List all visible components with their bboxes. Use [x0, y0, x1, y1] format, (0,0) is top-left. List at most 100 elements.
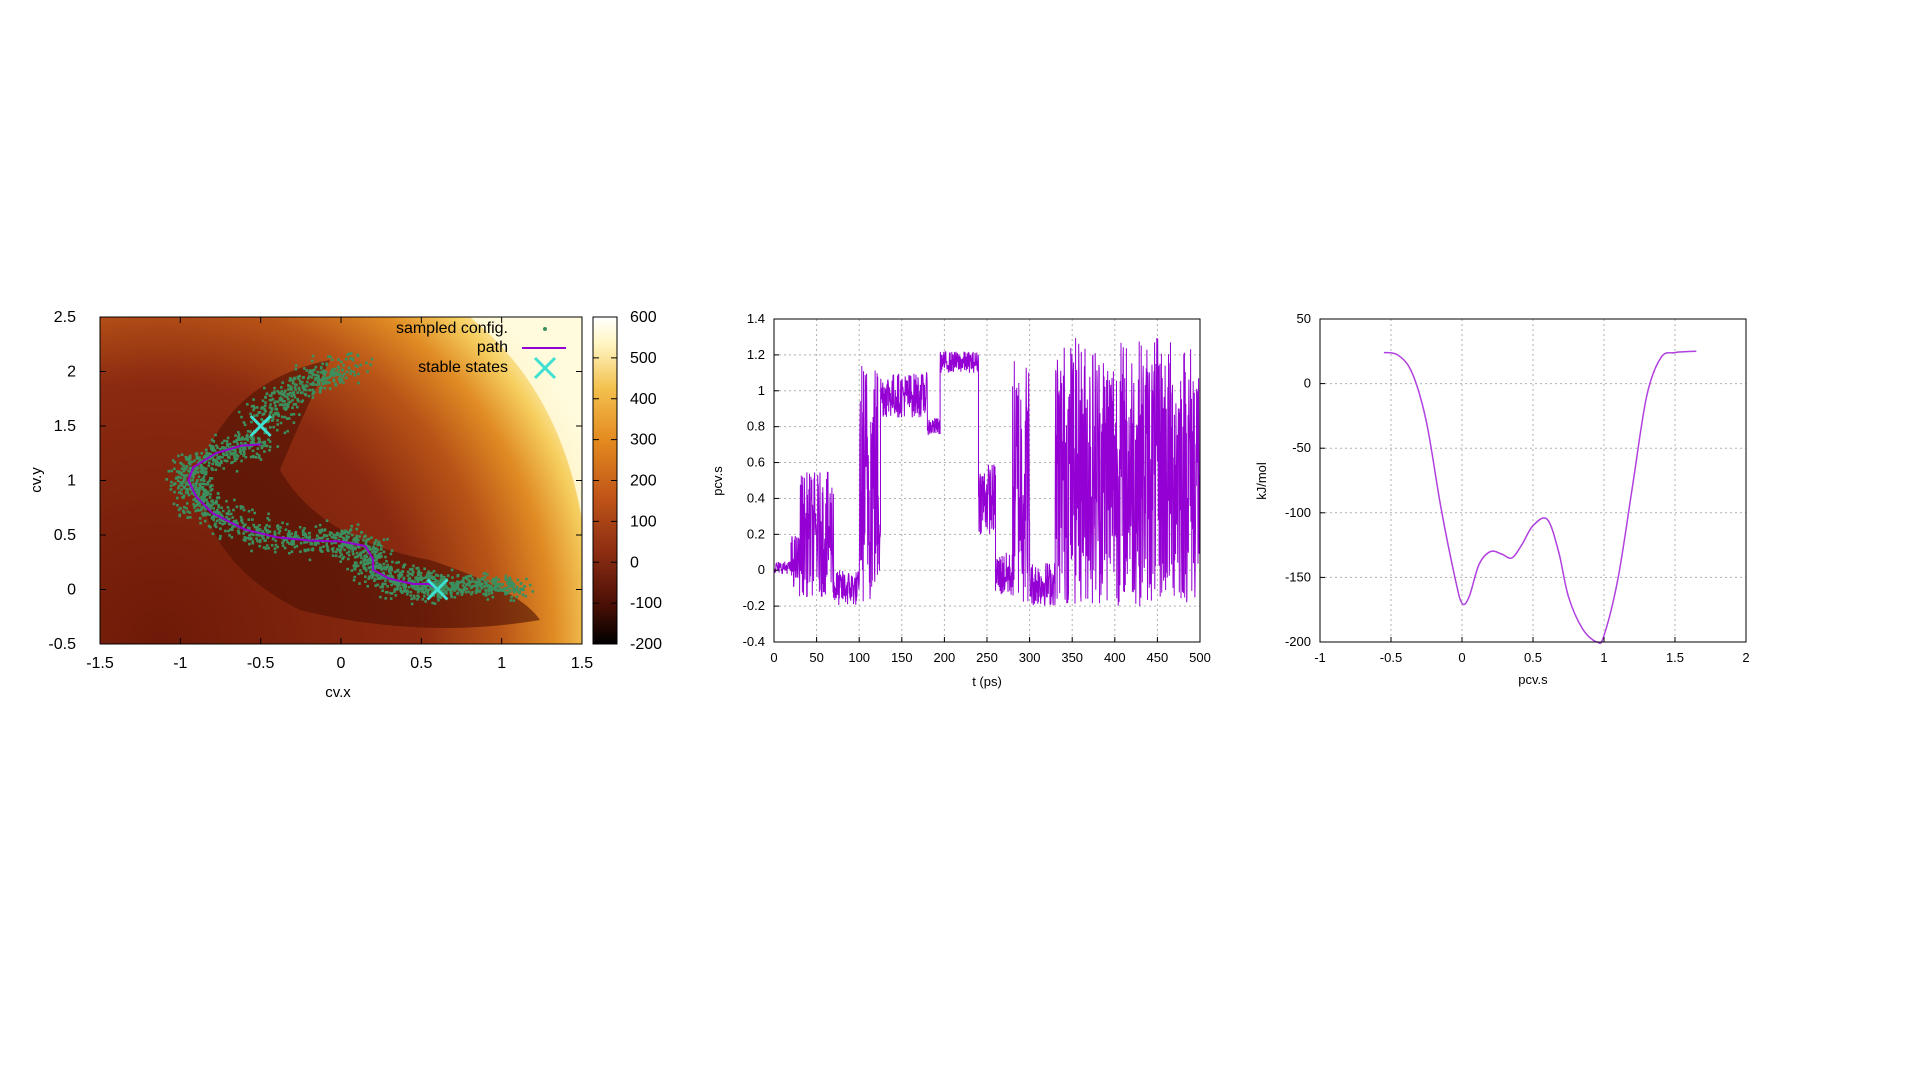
- sampled-point: [197, 492, 201, 496]
- sampled-point: [169, 488, 173, 491]
- sampled-point: [193, 459, 196, 463]
- sampled-point: [201, 471, 205, 475]
- sampled-point: [269, 403, 272, 406]
- x-tick-label: -1: [173, 655, 187, 672]
- y-tick-label: -0.2: [743, 598, 765, 613]
- sampled-point: [303, 548, 307, 552]
- path-line: [187, 443, 438, 591]
- sampled-point: [493, 585, 497, 589]
- sampled-point: [260, 535, 264, 538]
- sampled-point: [309, 388, 312, 392]
- sampled-point: [210, 505, 213, 508]
- sampled-point: [280, 389, 284, 393]
- sampled-point: [436, 579, 439, 583]
- sampled-point: [369, 363, 372, 367]
- sampled-point: [389, 552, 393, 556]
- sampled-point: [240, 459, 243, 463]
- sampled-point: [440, 587, 443, 590]
- sampled-point: [194, 504, 197, 508]
- sampled-point: [404, 583, 407, 587]
- sampled-point: [433, 576, 436, 580]
- sampled-point: [350, 524, 353, 528]
- sampled-point: [298, 388, 301, 392]
- sampled-point: [342, 372, 346, 376]
- sampled-point: [376, 583, 379, 587]
- sampled-point: [332, 374, 336, 378]
- sampled-point: [375, 561, 379, 565]
- sampled-point: [262, 536, 265, 540]
- sampled-point: [334, 533, 338, 537]
- sampled-point: [412, 564, 415, 568]
- sampled-point: [182, 505, 186, 509]
- sampled-point: [352, 370, 356, 374]
- sampled-point: [379, 595, 382, 599]
- sampled-point: [288, 387, 292, 391]
- sampled-point: [467, 575, 470, 578]
- sampled-point: [364, 541, 368, 545]
- sampled-point: [389, 572, 393, 575]
- sampled-point: [503, 587, 507, 591]
- sampled-point: [454, 585, 458, 588]
- x-tick-label: 0.5: [1524, 650, 1542, 665]
- sampled-point: [494, 587, 497, 591]
- sampled-point: [406, 570, 410, 574]
- sampled-point: [510, 585, 514, 588]
- sampled-point: [206, 453, 210, 456]
- sampled-point: [283, 391, 286, 395]
- sampled-point: [196, 487, 199, 490]
- y-tick-label: 2.5: [54, 309, 76, 326]
- sampled-point: [308, 558, 312, 562]
- sampled-point: [402, 589, 406, 593]
- sampled-point: [216, 460, 219, 464]
- sampled-point: [435, 583, 439, 586]
- sampled-point: [292, 412, 296, 416]
- y-tick-label: 0: [1304, 376, 1311, 391]
- sampled-point: [320, 550, 324, 553]
- sampled-point: [456, 574, 460, 578]
- sampled-point: [483, 580, 487, 584]
- sampled-point: [191, 483, 195, 487]
- sampled-point: [291, 406, 294, 410]
- sampled-point: [204, 448, 208, 452]
- sampled-point: [201, 494, 205, 498]
- sampled-point: [362, 549, 366, 553]
- sampled-point: [463, 585, 467, 589]
- sampled-point: [313, 378, 317, 382]
- sampled-point: [270, 407, 274, 410]
- sampled-point: [170, 469, 174, 473]
- sampled-point: [352, 552, 355, 556]
- sampled-point: [214, 522, 217, 525]
- sampled-point: [330, 374, 333, 377]
- sampled-point: [379, 585, 382, 589]
- sampled-point: [319, 389, 322, 392]
- sampled-point: [379, 552, 383, 555]
- sampled-point: [298, 379, 302, 383]
- sampled-point: [243, 445, 247, 449]
- sampled-point: [273, 547, 277, 550]
- sampled-point: [186, 492, 190, 495]
- y-axis-label: kJ/mol: [1254, 462, 1269, 500]
- sampled-point: [508, 576, 512, 580]
- sampled-point: [412, 580, 416, 583]
- sampled-point: [215, 444, 218, 447]
- sampled-point: [223, 459, 227, 462]
- sampled-point: [443, 584, 446, 587]
- sampled-point: [320, 370, 324, 374]
- sampled-point: [180, 483, 183, 486]
- sampled-point: [306, 536, 309, 539]
- sampled-point: [288, 551, 291, 555]
- sampled-config-points: [165, 352, 535, 606]
- sampled-point: [525, 577, 528, 581]
- sampled-point: [266, 516, 269, 520]
- sampled-point: [228, 522, 231, 526]
- sampled-point: [263, 450, 266, 453]
- sampled-point: [338, 551, 342, 554]
- sampled-point: [280, 415, 284, 419]
- sampled-point: [256, 539, 259, 543]
- sampled-point: [330, 532, 334, 535]
- sampled-point: [310, 548, 314, 552]
- sampled-point: [371, 574, 375, 578]
- sampled-point: [325, 363, 329, 367]
- sampled-point: [284, 528, 288, 532]
- sampled-point: [416, 580, 420, 584]
